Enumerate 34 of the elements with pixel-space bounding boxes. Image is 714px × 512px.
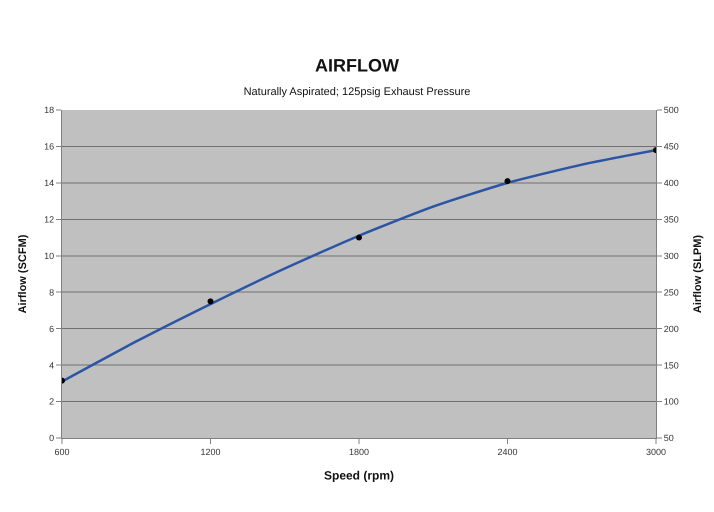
y2-axis-title: Airflow (SLPM) [692, 234, 704, 314]
y2-tick-label: 400 [664, 178, 679, 188]
y-tick-label: 14 [44, 178, 54, 188]
y-tick-label: 0 [49, 433, 54, 444]
point [504, 178, 510, 184]
y2-tick-label: 250 [664, 287, 679, 298]
y2-tick-label: 300 [664, 250, 679, 261]
y-tick-label: 8 [49, 287, 54, 298]
y-tick-label: 10 [44, 250, 54, 261]
line-series [62, 148, 656, 383]
x-tick-label: 1200 [200, 446, 221, 457]
y-axis-title: Airflow (SCFM) [16, 234, 29, 314]
y-tick-label: 2 [49, 396, 54, 407]
y2-tick-label: 500 [664, 105, 679, 116]
x-tick-label: 2400 [497, 446, 518, 457]
y2-tick-label: 350 [664, 214, 679, 224]
y2-tick-label: 50 [664, 433, 674, 444]
y-tick-label: 12 [44, 214, 54, 224]
y-tick-label: 4 [49, 360, 54, 370]
y2-tick-label: 450 [664, 142, 679, 152]
y2-tick-label: 150 [664, 360, 679, 370]
point [208, 298, 214, 304]
chart-title: AIRFLOW [315, 56, 399, 76]
y-tick-label: 16 [44, 142, 54, 152]
point [356, 234, 362, 241]
y2-tick-label: 200 [664, 324, 679, 334]
x-tick-label: 1800 [348, 446, 370, 457]
x-tick-label: 600 [54, 446, 70, 457]
y-tick-label: 6 [49, 324, 54, 334]
x-axis-title: Speed (rpm) [324, 468, 394, 483]
y-tick-label: 18 [44, 105, 54, 116]
x-tick-label: 3000 [646, 446, 666, 457]
chart-subtitle: Naturally Aspirated; 125psig Exhaust Pressure [244, 86, 470, 98]
y2-tick-label: 100 [664, 396, 679, 407]
